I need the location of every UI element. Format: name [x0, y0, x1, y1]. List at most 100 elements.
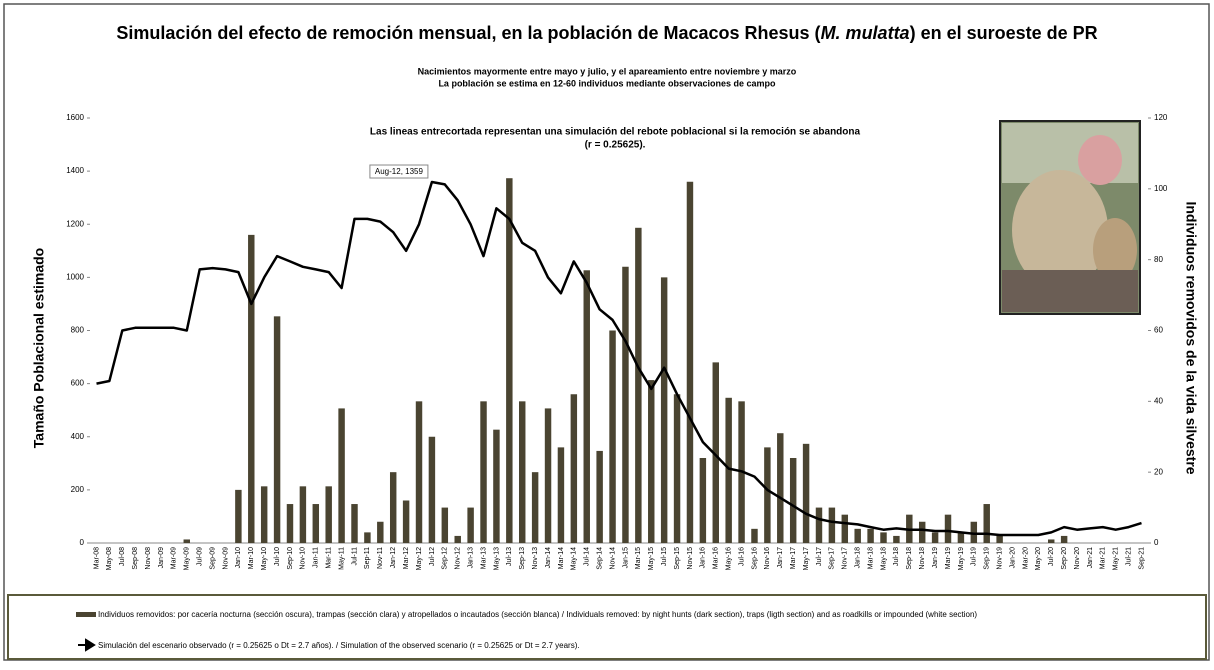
bar [558, 447, 564, 543]
x-tick-label: Jul-12 [429, 547, 436, 566]
x-tick-label: Mar-19 [945, 547, 952, 569]
x-tick-label: Nov-19 [996, 547, 1003, 570]
bar [364, 532, 370, 543]
x-tick-label: Nov-13 [532, 547, 539, 570]
bar [648, 380, 654, 543]
x-tick-label: Sep-14 [596, 547, 603, 570]
y2-tick-label: 40 [1154, 396, 1163, 405]
x-tick-label: Jan-16 [700, 547, 707, 569]
x-tick-label: Jan-15 [622, 547, 629, 569]
x-tick-label: Nov-15 [687, 547, 694, 570]
x-tick-label: Jul-21 [1125, 547, 1132, 566]
bar [790, 458, 796, 543]
y-tick-label: 1600 [66, 113, 84, 122]
bar [235, 490, 241, 543]
x-tick-label: May-21 [1113, 547, 1120, 570]
bar [571, 394, 577, 543]
x-tick-label: Mar-12 [403, 547, 410, 569]
x-tick-label: May-12 [416, 547, 423, 570]
x-tick-label: Sep-08 [132, 547, 139, 570]
bar [351, 504, 357, 543]
y-tick-label: 0 [80, 538, 85, 547]
bar [932, 532, 938, 543]
x-tick-label: Jul-15 [661, 547, 668, 566]
bar [674, 394, 680, 543]
bar [609, 331, 615, 544]
chart: Simulación del efecto de remoción mensua… [0, 0, 1214, 665]
x-tick-label: Sep-21 [1138, 547, 1145, 570]
x-tick-label: Jan-13 [467, 547, 474, 569]
y2-tick-label: 60 [1154, 326, 1163, 335]
bar [287, 504, 293, 543]
x-tick-label: Jan-18 [855, 547, 862, 569]
bar [687, 182, 693, 543]
x-tick-label: May-19 [958, 547, 965, 570]
bar [829, 508, 835, 543]
bar [958, 532, 964, 543]
bar [1061, 536, 1067, 543]
x-tick-label: Jan-17 [777, 547, 784, 569]
x-tick-label: Jul-08 [119, 547, 126, 566]
x-tick-label: May-14 [571, 547, 578, 570]
x-tick-label: Sep-10 [287, 547, 294, 570]
x-tick-label: May-20 [1035, 547, 1042, 570]
bar [919, 522, 925, 543]
x-tick-label: Mar-14 [558, 547, 565, 569]
bar [661, 277, 667, 543]
x-tick-label: Jul-10 [274, 547, 281, 566]
bar [532, 472, 538, 543]
bar [816, 508, 822, 543]
y2-tick-label: 0 [1154, 538, 1159, 547]
x-tick-label: Mar-13 [480, 547, 487, 569]
bar [880, 532, 886, 543]
y-tick-label: 600 [71, 379, 85, 388]
x-tick-label: May-16 [726, 547, 733, 570]
x-tick-label: Jul-20 [1048, 547, 1055, 566]
legend-swatch [76, 612, 96, 617]
bar [622, 267, 628, 543]
x-tick-label: May-18 [880, 547, 887, 570]
x-tick-label: May-10 [261, 547, 268, 570]
x-tick-label: Nov-11 [377, 547, 384, 569]
callout: Aug-12, 1359 [375, 167, 424, 176]
x-tick-label: Jul-09 [197, 547, 204, 566]
bar [261, 486, 267, 543]
bar [248, 235, 254, 543]
x-tick-label: May-17 [803, 547, 810, 570]
x-tick-label: Mar-21 [1100, 547, 1107, 569]
x-tick-label: Mar-11 [326, 547, 333, 569]
bar [545, 408, 551, 543]
y-tick-label: 800 [71, 326, 85, 335]
y-axis-title: Tamaño Poblacional estimado [31, 248, 47, 448]
x-tick-label: Jan-14 [545, 547, 552, 569]
x-tick-label: Jul-13 [506, 547, 513, 566]
bar [300, 486, 306, 543]
x-tick-label: Nov-09 [222, 547, 229, 570]
x-tick-label: Sep-09 [209, 547, 216, 570]
annotation: Las lineas entrecortada representan una … [370, 127, 861, 138]
bar [996, 536, 1002, 543]
y2-tick-label: 20 [1154, 467, 1163, 476]
bar [480, 401, 486, 543]
x-tick-label: Nov-18 [919, 547, 926, 570]
x-tick-label: May-15 [648, 547, 655, 570]
x-tick-label: Sep-15 [674, 547, 681, 570]
x-tick-label: Sep-11 [364, 547, 371, 569]
y-tick-label: 200 [71, 485, 85, 494]
x-tick-label: Jan-11 [313, 547, 320, 568]
y2-axis-title: Individuos removidos de la vida silvestr… [1183, 201, 1199, 474]
x-tick-label: Jul-19 [971, 547, 978, 566]
x-tick-label: Sep-16 [751, 547, 758, 570]
x-tick-label: May-13 [493, 547, 500, 570]
x-tick-label: Sep-17 [829, 547, 836, 570]
x-tick-label: Sep-19 [984, 547, 991, 570]
bar [506, 178, 512, 543]
bar [777, 433, 783, 543]
bar [842, 515, 848, 543]
x-tick-label: Sep-13 [519, 547, 526, 570]
x-tick-label: Nov-12 [455, 547, 462, 570]
bar [184, 539, 190, 543]
bar [338, 408, 344, 543]
x-tick-label: Mar-17 [790, 547, 797, 569]
x-tick-label: Sep-18 [906, 547, 913, 570]
